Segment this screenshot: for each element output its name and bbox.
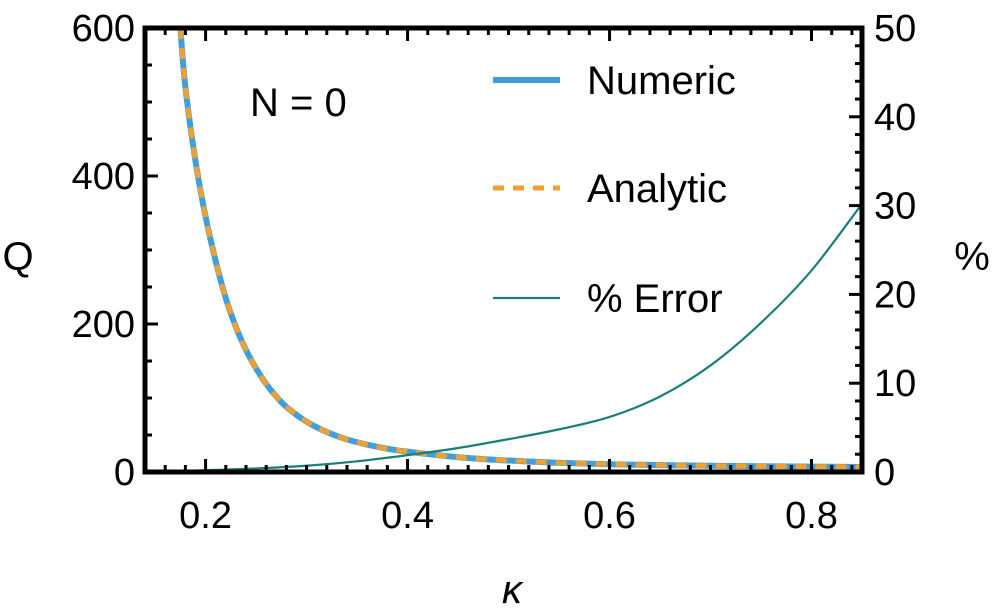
y-right-tick-label: 10 [874, 363, 916, 405]
series-line-error [155, 203, 862, 472]
x-axis-title: κ [502, 568, 524, 612]
legend: Numeric Analytic % Error [493, 59, 736, 321]
series-line-analytic [177, 28, 862, 470]
y-left-tick-label: 200 [72, 304, 135, 346]
y-left-axis-title: Q [2, 235, 33, 279]
y-right-tick-label: 30 [874, 186, 916, 228]
y-right-tick-label: 50 [874, 8, 916, 50]
y-left-tick-label: 0 [114, 452, 135, 494]
x-tick-label: 0.6 [583, 495, 636, 537]
legend-label: Analytic [587, 167, 727, 211]
y-right-tick-label: 0 [874, 452, 895, 494]
y-right-tick-label: 40 [874, 97, 916, 139]
x-tick-label: 0.8 [785, 495, 838, 537]
y-right-tick-label: 20 [874, 274, 916, 316]
n-annotation: N = 0 [250, 81, 347, 125]
x-tick-label: 0.2 [179, 495, 232, 537]
ticks-layer [143, 26, 862, 474]
x-tick-label: 0.4 [381, 495, 434, 537]
y-right-axis-title: % [954, 235, 990, 279]
tick-labels-layer: 0.2 0.4 0.6 0.8 0 200 400 600 0 10 20 30 40 50 [72, 8, 917, 537]
y-left-tick-label: 400 [72, 156, 135, 198]
legend-label: Numeric [587, 59, 736, 103]
legend-label: % Error [587, 277, 723, 321]
curves-layer [155, 28, 862, 472]
y-left-tick-label: 600 [72, 8, 135, 50]
